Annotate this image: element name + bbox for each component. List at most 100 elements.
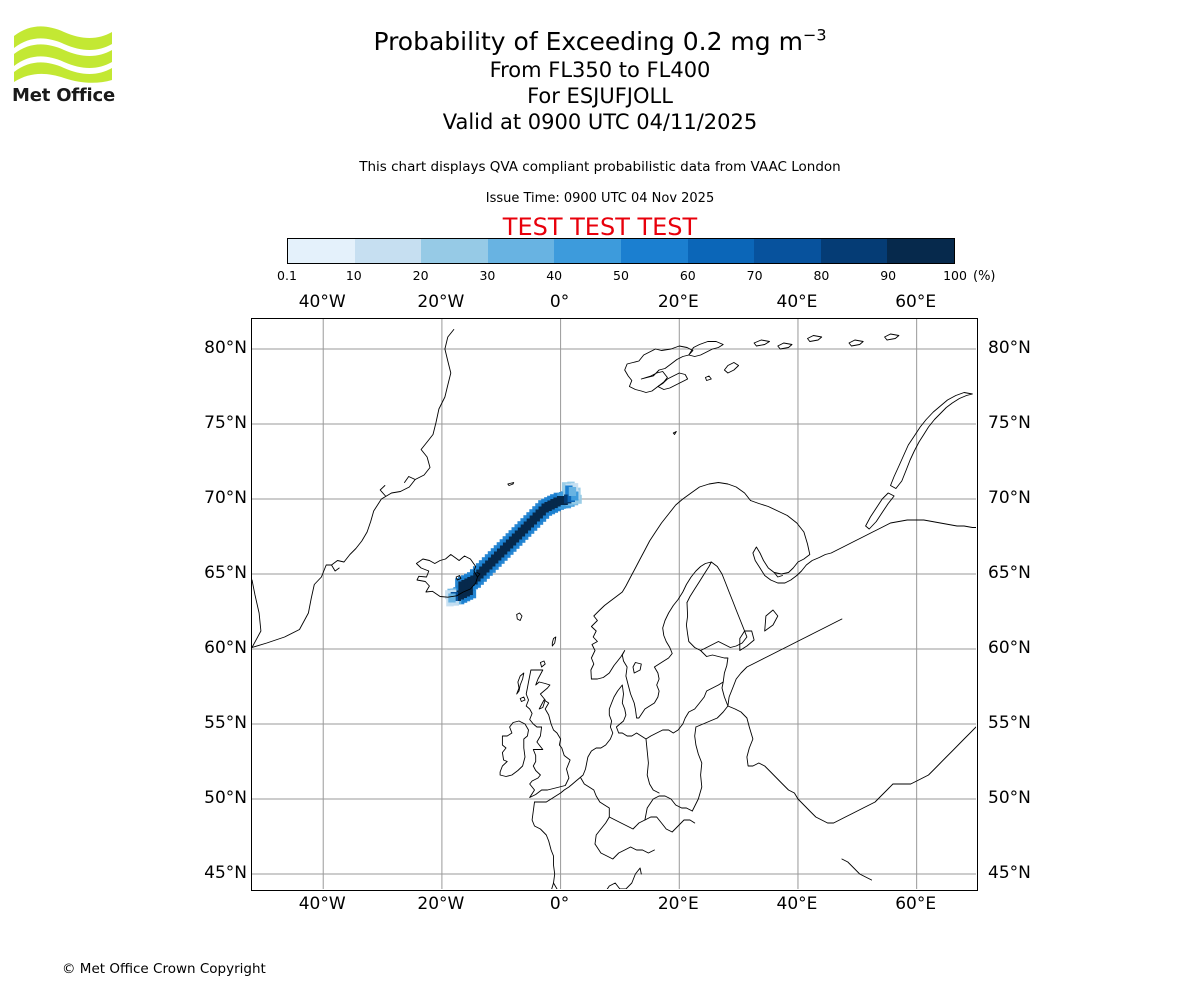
coastline-path: [507, 482, 515, 486]
coastline-path: [672, 431, 677, 435]
coastline-path: [841, 858, 873, 881]
coastline-path: [252, 329, 455, 648]
coastline-path: [516, 612, 523, 621]
coastline-layer: [252, 329, 976, 889]
coastline-path: [539, 660, 546, 668]
lat-tick-45°N: 45°N: [204, 863, 247, 883]
plume-cell: [465, 586, 473, 595]
lon-tick-20°W: 20°W: [417, 894, 465, 914]
latitude-axis-left: 80°N 75°N 70°N 65°N 60°N 55°N 50°N 45°N: [191, 318, 251, 891]
colorbar-tick-40: 40: [546, 268, 563, 283]
coastline-path: [519, 696, 526, 702]
coastline-path: [534, 650, 729, 803]
colorbar-tick-90: 90: [880, 268, 897, 283]
lon-tick-20°E: 20°E: [657, 894, 699, 914]
colorbar-tick-0.1: 0.1: [277, 268, 297, 283]
colorbar-band-6: [687, 239, 755, 263]
colorbar-tick-10: 10: [345, 268, 362, 283]
colorbar-band-8: [820, 239, 888, 263]
coastline-path: [764, 609, 779, 632]
coastline-path: [750, 500, 976, 584]
map-plot-area[interactable]: [251, 318, 978, 891]
coastline-path: [594, 843, 655, 860]
coastline-path: [657, 372, 689, 390]
coastline-path: [753, 339, 770, 347]
coastline-path: [797, 726, 976, 824]
coastline-path: [553, 867, 642, 889]
coastline-path: [252, 579, 262, 648]
coastline-path: [590, 561, 712, 719]
colorbar-band-1: [354, 239, 422, 263]
lon-tick-0°: 0°: [549, 894, 570, 914]
coastline-path: [773, 572, 783, 578]
lon-tick-20°E: 20°E: [657, 292, 699, 312]
probability-colorbar: [287, 238, 955, 264]
coastline-path: [632, 662, 642, 674]
coastline-path: [404, 476, 416, 483]
coastline-path: [551, 882, 554, 889]
colorbar-tick-100: 100: [943, 268, 967, 283]
coastline-path: [884, 333, 900, 341]
map-gridlines: [252, 319, 976, 889]
lat-tick-80°N: 80°N: [988, 338, 1031, 358]
coastline-path: [723, 362, 740, 374]
colorbar-tick-60: 60: [679, 268, 696, 283]
colorbar-unit-label: (%): [973, 269, 996, 284]
coastline-path: [688, 341, 724, 357]
qva-note: This chart displays QVA compliant probab…: [359, 159, 841, 175]
issue-time-note: Issue Time: 0900 UTC 04 Nov 2025: [485, 191, 715, 206]
colorbar-tick-labels: 0.1 10 20 30 40 50 60 70 80 90 100: [277, 268, 967, 284]
colorbar-tick-50: 50: [613, 268, 629, 283]
colorbar-band-0: [288, 239, 355, 263]
chart-title-exponent: −3: [802, 25, 827, 45]
lat-tick-50°N: 50°N: [988, 788, 1031, 808]
coastline-path: [551, 636, 557, 647]
coastline-path: [331, 564, 340, 572]
coastline-path: [695, 681, 729, 728]
map-canvas: [252, 319, 976, 889]
colorbar-tick-30: 30: [479, 268, 496, 283]
met-office-wave-mark: [14, 26, 112, 83]
lon-tick-40°W: 40°W: [298, 292, 346, 312]
lat-tick-75°N: 75°N: [988, 413, 1031, 433]
coastline-path: [499, 720, 529, 777]
lat-tick-55°N: 55°N: [204, 713, 247, 733]
colorbar-band-3: [487, 239, 555, 263]
lat-tick-50°N: 50°N: [204, 788, 247, 808]
coastline-path: [890, 392, 973, 489]
met-office-logo: Met Office: [12, 22, 124, 114]
coastline-path: [525, 669, 571, 798]
plume-cell: [448, 593, 456, 603]
coastline-path: [379, 485, 386, 497]
colorbar-band-7: [754, 239, 821, 263]
coastline-path: [704, 375, 712, 381]
ash-plume-layer: [445, 481, 582, 607]
lon-tick-0°: 0°: [549, 292, 570, 312]
coastline-path: [644, 795, 693, 821]
met-office-logo-text: Met Office: [12, 85, 116, 106]
chart-title-flight-levels: From FL350 to FL400: [489, 58, 711, 82]
chart-title-text: Probability of Exceeding 0.2 mg m: [373, 27, 803, 56]
coastline-path: [455, 575, 462, 581]
lon-tick-40°E: 40°E: [776, 894, 818, 914]
latitude-axis-right: 80°N 75°N 70°N 65°N 60°N 55°N 50°N 45°N: [984, 318, 1044, 891]
coastline-path: [645, 738, 660, 794]
coastline-path: [865, 492, 895, 530]
chart-title-main: Probability of Exceeding 0.2 mg m−3: [0, 26, 1200, 57]
coastline-path: [415, 554, 478, 598]
chart-title-volcano: For ESJUFJOLL: [527, 84, 673, 108]
colorbar-tick-20: 20: [412, 268, 429, 283]
coastline-path: [476, 572, 481, 578]
lon-tick-40°W: 40°W: [298, 894, 346, 914]
coastline-path: [727, 705, 799, 800]
chart-title-block: Probability of Exceeding 0.2 mg m−3 From…: [0, 26, 1200, 135]
longitude-axis-top: 40°W 20°W 0° 20°E 40°E 60°E: [251, 292, 978, 312]
lat-tick-75°N: 75°N: [204, 413, 247, 433]
lat-tick-80°N: 80°N: [204, 338, 247, 358]
colorbar-band-2: [421, 239, 488, 263]
test-banner: TEST TEST TEST: [502, 213, 698, 241]
coastline-path: [531, 801, 556, 884]
lon-tick-60°E: 60°E: [895, 894, 937, 914]
colorbar-band-5: [620, 239, 688, 263]
coastline-path: [691, 726, 703, 812]
